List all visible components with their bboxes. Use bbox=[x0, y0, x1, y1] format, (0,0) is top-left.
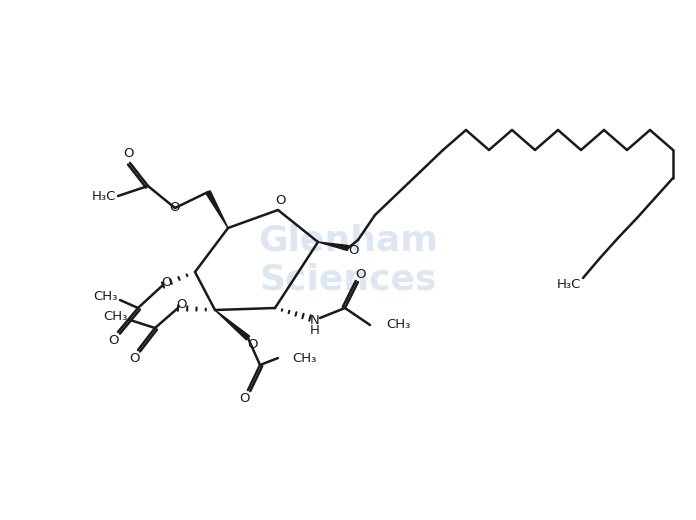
Text: O: O bbox=[122, 147, 133, 160]
Polygon shape bbox=[318, 242, 349, 251]
Text: O: O bbox=[348, 243, 358, 256]
Text: H₃C: H₃C bbox=[92, 189, 116, 202]
Text: H: H bbox=[310, 323, 320, 336]
Text: H₃C: H₃C bbox=[557, 278, 581, 291]
Text: CH₃: CH₃ bbox=[292, 352, 317, 365]
Polygon shape bbox=[206, 191, 228, 228]
Text: O: O bbox=[355, 267, 365, 280]
Text: O: O bbox=[239, 392, 249, 405]
Text: N: N bbox=[310, 314, 320, 327]
Text: O: O bbox=[176, 298, 187, 311]
Text: Glenham
Sciences: Glenham Sciences bbox=[258, 223, 438, 297]
Polygon shape bbox=[215, 310, 250, 340]
Text: O: O bbox=[108, 333, 118, 346]
Text: CH₃: CH₃ bbox=[94, 291, 118, 304]
Text: O: O bbox=[161, 276, 171, 289]
Text: CH₃: CH₃ bbox=[386, 318, 411, 332]
Text: O: O bbox=[129, 352, 139, 365]
Text: O: O bbox=[275, 193, 285, 206]
Text: CH₃: CH₃ bbox=[104, 310, 128, 323]
Text: O: O bbox=[168, 201, 180, 214]
Text: O: O bbox=[247, 337, 258, 350]
